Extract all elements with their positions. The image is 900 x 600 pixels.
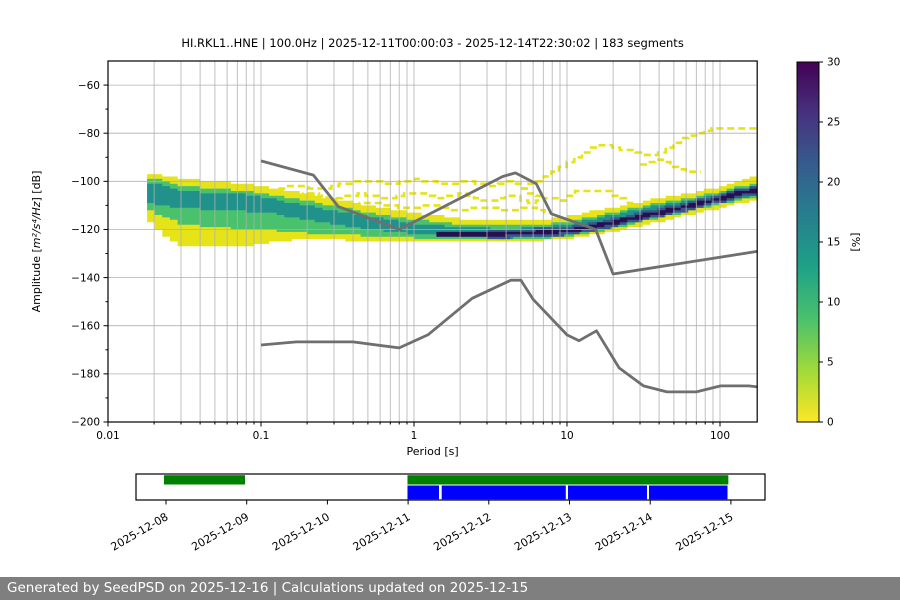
y-axis-label: Amplitude [m²/s⁴/Hz] [dB] <box>30 171 43 313</box>
colorbar-tick-label: 25 <box>827 117 840 129</box>
y-tick-label: −60 <box>78 80 100 92</box>
timeline-date-label: 2025-12-15 <box>674 510 736 553</box>
x-axis-label: Period [s] <box>407 445 459 458</box>
colorbar-bar <box>797 62 819 422</box>
pdf-outlier-trace <box>560 189 636 205</box>
colorbar-unit-label: [%] <box>849 232 862 251</box>
pdf-outlier-trace <box>520 127 758 190</box>
axis-ticks <box>103 84 721 427</box>
coverage-timeline: 2025-12-08 2025-12-09 2025-12-10 2025-12-11… <box>109 473 766 554</box>
plot-frame <box>107 60 758 423</box>
colorbar-tick-label: 20 <box>827 177 840 189</box>
colorbar-tick-label: 5 <box>827 357 834 369</box>
timeline-date-label: 2025-12-10 <box>270 510 332 553</box>
plot-title: HI.RKL1..HNE | 100.0Hz | 2025-12-11T00:0… <box>181 36 683 50</box>
psd-figure: 0.01 0.1 1 10 100−60−80−100−120−140−160−180−… <box>30 36 862 554</box>
colorbar-tick-label: 15 <box>827 237 840 249</box>
nhnm-line <box>260 159 758 276</box>
y-tick-label: −160 <box>71 320 100 332</box>
timeline-date-label: 2025-12-08 <box>109 510 171 553</box>
footer-text: Generated by SeedPSD on 2025-12-16 | Cal… <box>7 580 529 596</box>
noise-model-lines <box>260 159 758 394</box>
y-tick-label: −80 <box>78 128 100 140</box>
x-tick-label: 0.1 <box>253 430 270 442</box>
coverage-data-segment <box>649 485 728 500</box>
y-tick-label: −200 <box>71 417 100 429</box>
pdf-outlier-trace <box>344 201 553 214</box>
timeline-date-label: 2025-12-13 <box>512 510 574 553</box>
colorbar: 0 5 10 15 20 25 30 [%] <box>796 57 862 429</box>
timeline-frame <box>135 473 766 501</box>
x-tick-label: 10 <box>560 430 573 442</box>
x-tick-label: 100 <box>710 430 730 442</box>
colorbar-tick-label: 10 <box>827 297 840 309</box>
coverage-calculated-segment <box>407 475 729 485</box>
timeline-date-label: 2025-12-14 <box>593 510 655 553</box>
nlnm-line <box>260 278 758 394</box>
coverage-data-segment <box>567 485 647 500</box>
coverage-data-segment <box>407 485 439 500</box>
y-tick-label: −100 <box>71 176 100 188</box>
x-tick-label: 0.01 <box>96 430 119 442</box>
colorbar-tick-label: 0 <box>827 417 834 429</box>
y-tick-label: −180 <box>71 369 100 381</box>
footer-status-bar: Generated by SeedPSD on 2025-12-16 | Cal… <box>0 577 900 600</box>
pdf-outlier-trace <box>278 177 544 198</box>
pdf-heatmap <box>147 127 758 247</box>
timeline-date-label: 2025-12-12 <box>431 510 493 553</box>
timeline-date-label: 2025-12-09 <box>189 510 251 553</box>
pdf-layer-dark-core <box>436 188 758 237</box>
y-tick-label: −120 <box>71 224 100 236</box>
pdf-outlier-trace <box>640 158 701 173</box>
coverage-calculated-segment <box>163 475 246 485</box>
pdf-outlier-trace <box>287 192 567 205</box>
x-tick-label: 1 <box>411 430 418 442</box>
timeline-date-label: 2025-12-11 <box>351 510 413 553</box>
colorbar-tick-label: 30 <box>827 57 840 69</box>
y-tick-label: −140 <box>71 272 100 284</box>
coverage-data-segment <box>441 485 566 500</box>
